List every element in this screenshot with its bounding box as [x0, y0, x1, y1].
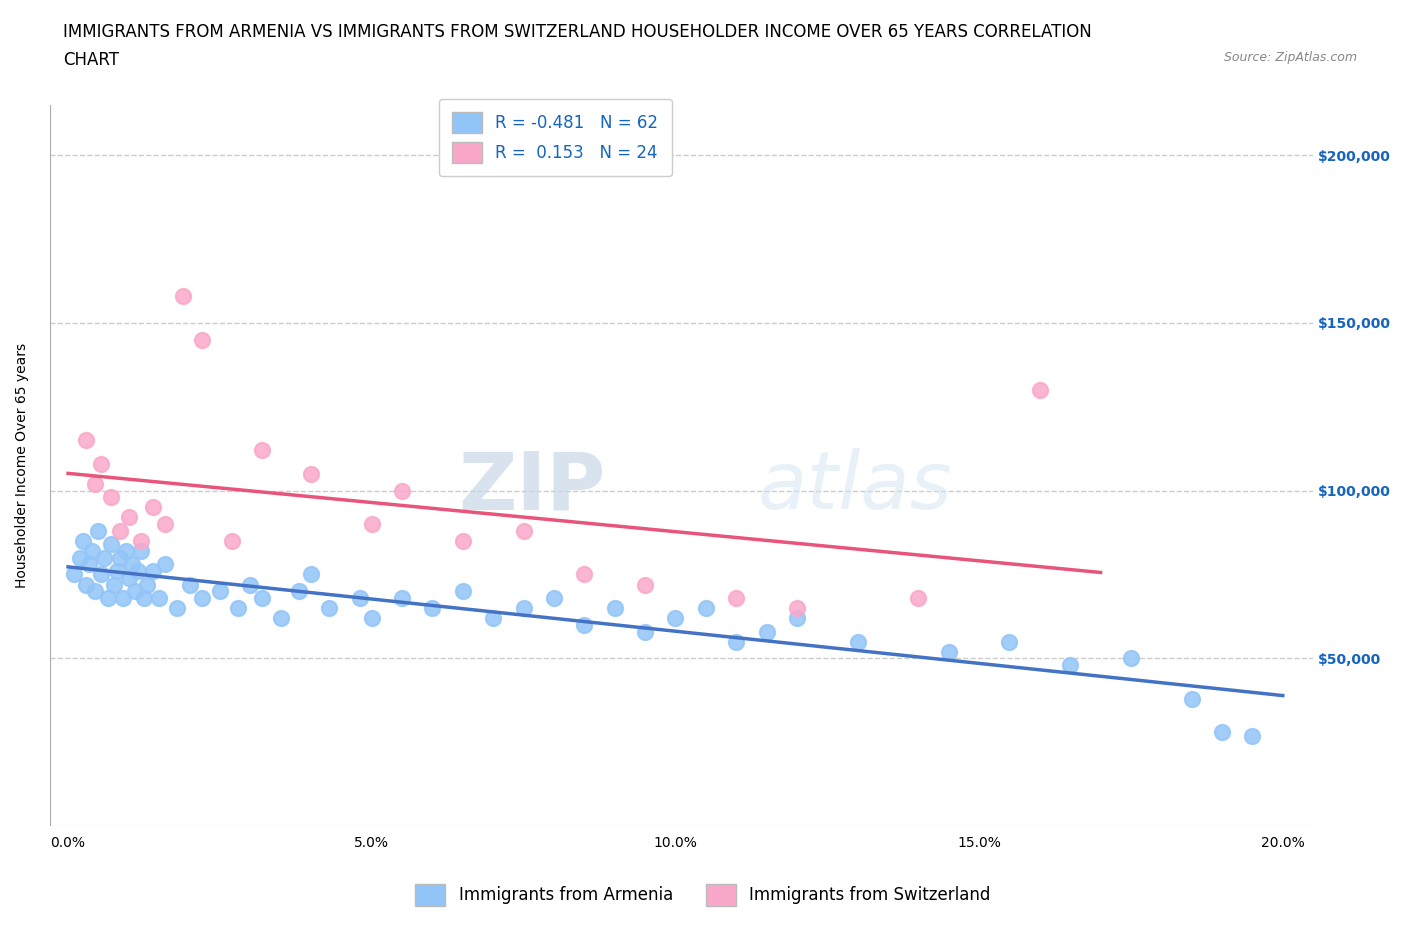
Point [299, 466, 322, 481]
Point [288, 584, 311, 599]
Point [786, 611, 808, 626]
Point [543, 591, 565, 605]
Point [239, 578, 262, 592]
Point [786, 601, 808, 616]
Point [103, 578, 125, 592]
Point [482, 611, 505, 626]
Point [603, 601, 626, 616]
Point [1119, 651, 1142, 666]
Point [574, 618, 596, 632]
Point [998, 634, 1021, 649]
Point [252, 591, 274, 605]
Point [226, 601, 249, 616]
Point [79, 557, 101, 572]
Point [129, 534, 152, 549]
Point [118, 570, 141, 585]
Point [938, 644, 960, 659]
Point [755, 624, 778, 639]
Point [318, 601, 340, 616]
Point [172, 288, 194, 303]
Point [100, 490, 122, 505]
Point [93, 551, 115, 565]
Point [299, 567, 322, 582]
Text: CHART: CHART [63, 51, 120, 69]
Point [349, 591, 371, 605]
Point [72, 534, 94, 549]
Point [90, 457, 112, 472]
Text: ZIP: ZIP [458, 448, 606, 526]
Point [252, 443, 274, 458]
Text: IMMIGRANTS FROM ARMENIA VS IMMIGRANTS FROM SWITZERLAND HOUSEHOLDER INCOME OVER 6: IMMIGRANTS FROM ARMENIA VS IMMIGRANTS FR… [63, 23, 1092, 41]
Point [90, 567, 112, 582]
Point [155, 557, 177, 572]
Point [100, 537, 122, 551]
Point [166, 601, 188, 616]
Point [846, 634, 869, 649]
Point [1059, 658, 1081, 672]
Point [725, 591, 748, 605]
Point [82, 543, 104, 558]
Point [155, 517, 177, 532]
Point [179, 578, 201, 592]
Point [208, 584, 231, 599]
Legend: R = -0.481   N = 62, R =  0.153   N = 24: R = -0.481 N = 62, R = 0.153 N = 24 [439, 99, 672, 177]
Point [114, 543, 136, 558]
Point [1211, 724, 1233, 739]
Y-axis label: Householder Income Over 65 years: Householder Income Over 65 years [15, 343, 30, 588]
Point [360, 517, 382, 532]
Point [105, 564, 128, 578]
Point [84, 584, 107, 599]
Point [142, 564, 165, 578]
Point [360, 611, 382, 626]
Point [1029, 382, 1052, 397]
Point [136, 578, 159, 592]
Text: Source: ZipAtlas.com: Source: ZipAtlas.com [1223, 51, 1357, 64]
Point [451, 534, 474, 549]
Point [1241, 728, 1264, 743]
Point [190, 332, 212, 347]
Point [221, 534, 243, 549]
Point [87, 524, 110, 538]
Point [634, 624, 657, 639]
Point [270, 611, 292, 626]
Point [391, 484, 413, 498]
Point [75, 432, 97, 447]
Point [574, 567, 596, 582]
Point [391, 591, 413, 605]
Point [132, 591, 155, 605]
Point [725, 634, 748, 649]
Point [907, 591, 929, 605]
Point [422, 601, 444, 616]
Text: atlas: atlas [758, 448, 952, 526]
Point [108, 524, 131, 538]
Point [121, 557, 143, 572]
Point [142, 500, 165, 515]
Point [84, 476, 107, 491]
Point [108, 551, 131, 565]
Point [512, 601, 534, 616]
Point [69, 551, 91, 565]
Point [75, 578, 97, 592]
Point [664, 611, 686, 626]
Point [129, 543, 152, 558]
Point [148, 591, 170, 605]
Point [1181, 691, 1204, 706]
Point [634, 578, 657, 592]
Point [451, 584, 474, 599]
Point [96, 591, 118, 605]
Point [512, 524, 534, 538]
Point [695, 601, 717, 616]
Point [124, 584, 146, 599]
Point [111, 591, 134, 605]
Point [127, 564, 149, 578]
Point [63, 567, 86, 582]
Legend: Immigrants from Armenia, Immigrants from Switzerland: Immigrants from Armenia, Immigrants from… [409, 878, 997, 912]
Point [190, 591, 212, 605]
Point [118, 510, 141, 525]
